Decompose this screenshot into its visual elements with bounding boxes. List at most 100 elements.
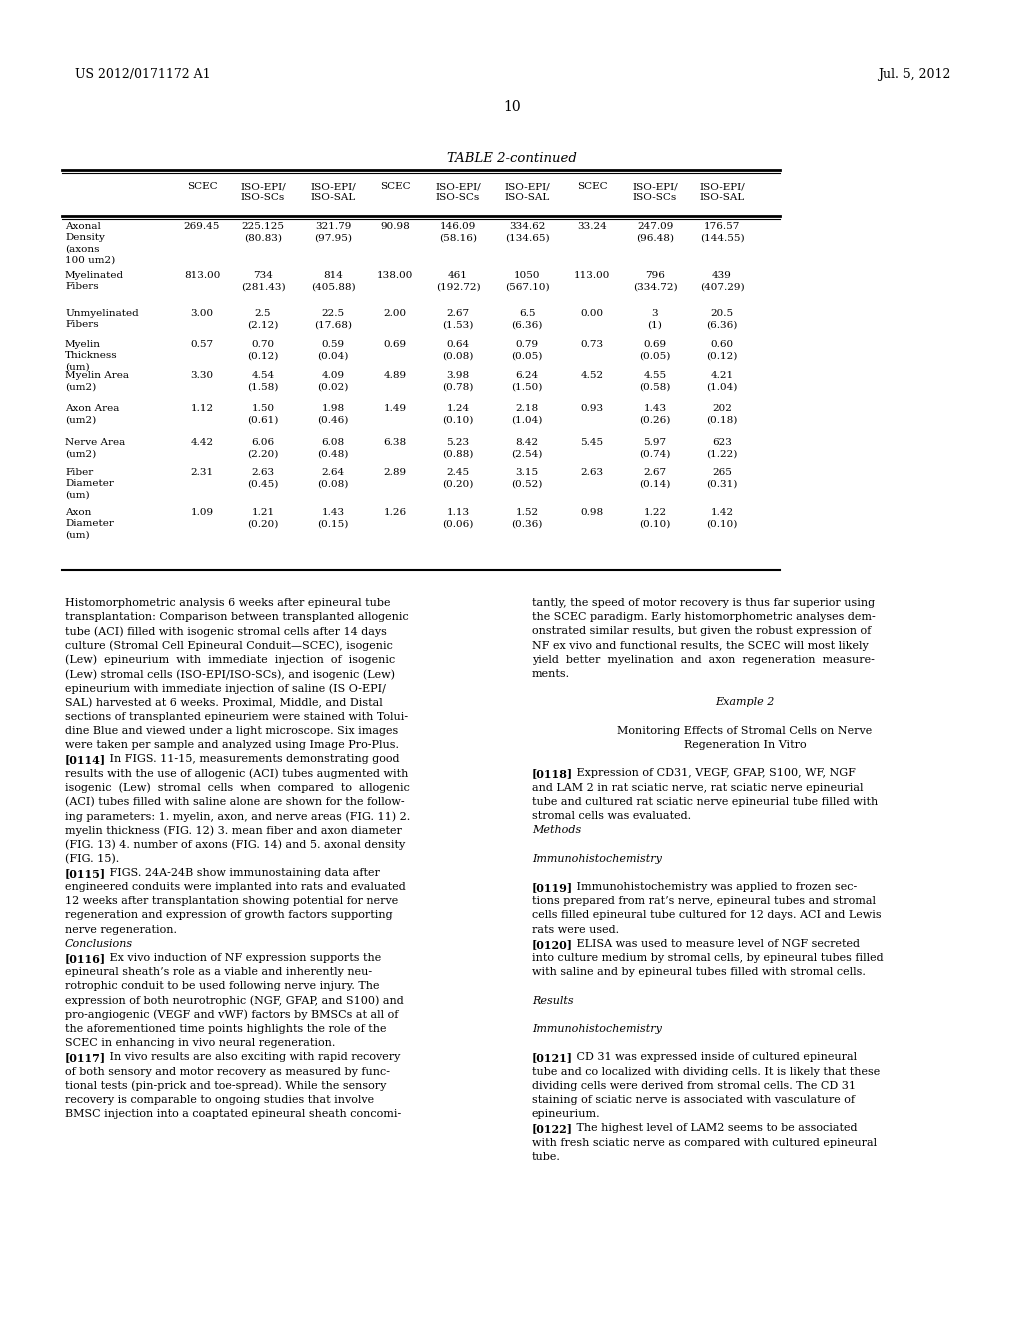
Text: of both sensory and motor recovery as measured by func-: of both sensory and motor recovery as me… [65, 1067, 390, 1077]
Text: BMSC injection into a coaptated epineural sheath concomi-: BMSC injection into a coaptated epineura… [65, 1109, 401, 1119]
Text: 1.98
(0.46): 1.98 (0.46) [317, 404, 349, 424]
Text: In vivo results are also exciting with rapid recovery: In vivo results are also exciting with r… [98, 1052, 400, 1063]
Text: Myelinated
Fibers: Myelinated Fibers [65, 271, 124, 292]
Text: myelin thickness (FIG. 12) 3. mean fiber and axon diameter: myelin thickness (FIG. 12) 3. mean fiber… [65, 825, 401, 836]
Text: 3.15
(0.52): 3.15 (0.52) [511, 469, 543, 488]
Text: 4.42: 4.42 [190, 438, 214, 447]
Text: onstrated similar results, but given the robust expression of: onstrated similar results, but given the… [532, 627, 871, 636]
Text: 2.64
(0.08): 2.64 (0.08) [317, 469, 349, 488]
Text: epineural sheath’s role as a viable and inherently neu-: epineural sheath’s role as a viable and … [65, 968, 372, 977]
Text: cells filled epineural tube cultured for 12 days. ACI and Lewis: cells filled epineural tube cultured for… [532, 911, 882, 920]
Text: were taken per sample and analyzed using Image Pro-Plus.: were taken per sample and analyzed using… [65, 741, 399, 750]
Text: Immunohistochemistry: Immunohistochemistry [532, 1024, 662, 1034]
Text: Monitoring Effects of Stromal Cells on Nerve: Monitoring Effects of Stromal Cells on N… [617, 726, 872, 735]
Text: 1.22
(0.10): 1.22 (0.10) [639, 508, 671, 528]
Text: 4.55
(0.58): 4.55 (0.58) [639, 371, 671, 391]
Text: 796
(334.72): 796 (334.72) [633, 271, 677, 292]
Text: staining of sciatic nerve is associated with vasculature of: staining of sciatic nerve is associated … [532, 1096, 855, 1105]
Text: isogenic  (Lew)  stromal  cells  when  compared  to  allogenic: isogenic (Lew) stromal cells when compar… [65, 783, 410, 793]
Text: 0.93: 0.93 [581, 404, 603, 413]
Text: 1.24
(0.10): 1.24 (0.10) [442, 404, 474, 424]
Text: (Lew)  epineurium  with  immediate  injection  of  isogenic: (Lew) epineurium with immediate injectio… [65, 655, 395, 665]
Text: 0.73: 0.73 [581, 341, 603, 348]
Text: 1.12: 1.12 [190, 404, 214, 413]
Text: Conclusions: Conclusions [65, 939, 133, 949]
Text: Unmyelinated
Fibers: Unmyelinated Fibers [65, 309, 138, 329]
Text: ISO-EPI/
ISO-SAL: ISO-EPI/ ISO-SAL [310, 182, 356, 202]
Text: Expression of CD31, VEGF, GFAP, S100, WF, NGF: Expression of CD31, VEGF, GFAP, S100, WF… [565, 768, 855, 779]
Text: 5.45: 5.45 [581, 438, 603, 447]
Text: 0.00: 0.00 [581, 309, 603, 318]
Text: Axon Area
(um2): Axon Area (um2) [65, 404, 120, 424]
Text: 113.00: 113.00 [573, 271, 610, 280]
Text: tube (ACI) filled with isogenic stromal cells after 14 days: tube (ACI) filled with isogenic stromal … [65, 627, 387, 638]
Text: 5.97
(0.74): 5.97 (0.74) [639, 438, 671, 458]
Text: 3.98
(0.78): 3.98 (0.78) [442, 371, 474, 391]
Text: [0120]: [0120] [532, 939, 573, 950]
Text: ing parameters: 1. myelin, axon, and nerve areas (FIG. 11) 2.: ing parameters: 1. myelin, axon, and ner… [65, 810, 411, 821]
Text: (ACI) tubes filled with saline alone are shown for the follow-: (ACI) tubes filled with saline alone are… [65, 797, 404, 807]
Text: ISO-EPI/
ISO-SAL: ISO-EPI/ ISO-SAL [504, 182, 550, 202]
Text: Regeneration In Vitro: Regeneration In Vitro [684, 741, 806, 750]
Text: [0115]: [0115] [65, 867, 106, 879]
Text: 2.5
(2.12): 2.5 (2.12) [248, 309, 279, 329]
Text: 2.18
(1.04): 2.18 (1.04) [511, 404, 543, 424]
Text: In FIGS. 11-15, measurements demonstrating good: In FIGS. 11-15, measurements demonstrati… [98, 754, 399, 764]
Text: 1.43
(0.26): 1.43 (0.26) [639, 404, 671, 424]
Text: 1050
(567.10): 1050 (567.10) [505, 271, 549, 292]
Text: 0.60
(0.12): 0.60 (0.12) [707, 341, 737, 360]
Text: 2.00: 2.00 [383, 309, 407, 318]
Text: 138.00: 138.00 [377, 271, 414, 280]
Text: 2.89: 2.89 [383, 469, 407, 477]
Text: results with the use of allogenic (ACI) tubes augmented with: results with the use of allogenic (ACI) … [65, 768, 409, 779]
Text: regeneration and expression of growth factors supporting: regeneration and expression of growth fa… [65, 911, 392, 920]
Text: 2.45
(0.20): 2.45 (0.20) [442, 469, 474, 488]
Text: SCEC: SCEC [380, 182, 411, 191]
Text: (FIG. 15).: (FIG. 15). [65, 854, 119, 863]
Text: the SCEC paradigm. Early histomorphometric analyses dem-: the SCEC paradigm. Early histomorphometr… [532, 612, 876, 622]
Text: 0.57: 0.57 [190, 341, 214, 348]
Text: 321.79
(97.95): 321.79 (97.95) [314, 222, 352, 242]
Text: and LAM 2 in rat sciatic nerve, rat sciatic nerve epineurial: and LAM 2 in rat sciatic nerve, rat scia… [532, 783, 863, 792]
Text: 0.69
(0.05): 0.69 (0.05) [639, 341, 671, 360]
Text: Axonal
Density
(axons
100 um2): Axonal Density (axons 100 um2) [65, 222, 116, 264]
Text: 1.52
(0.36): 1.52 (0.36) [511, 508, 543, 528]
Text: 0.69: 0.69 [383, 341, 407, 348]
Text: Axon
Diameter
(um): Axon Diameter (um) [65, 508, 114, 539]
Text: tional tests (pin-prick and toe-spread). While the sensory: tional tests (pin-prick and toe-spread).… [65, 1081, 386, 1092]
Text: 623
(1.22): 623 (1.22) [707, 438, 737, 458]
Text: Myelin Area
(um2): Myelin Area (um2) [65, 371, 129, 391]
Text: with saline and by epineural tubes filled with stromal cells.: with saline and by epineural tubes fille… [532, 968, 866, 977]
Text: FIGS. 24A-24B show immunostaining data after: FIGS. 24A-24B show immunostaining data a… [98, 867, 380, 878]
Text: SCEC: SCEC [577, 182, 607, 191]
Text: SCEC: SCEC [186, 182, 217, 191]
Text: 225.125
(80.83): 225.125 (80.83) [242, 222, 285, 242]
Text: 6.06
(2.20): 6.06 (2.20) [248, 438, 279, 458]
Text: engineered conduits were implanted into rats and evaluated: engineered conduits were implanted into … [65, 882, 406, 892]
Text: 3.30: 3.30 [190, 371, 214, 380]
Text: 1.21
(0.20): 1.21 (0.20) [248, 508, 279, 528]
Text: 4.09
(0.02): 4.09 (0.02) [317, 371, 349, 391]
Text: 2.63: 2.63 [581, 469, 603, 477]
Text: 176.57
(144.55): 176.57 (144.55) [699, 222, 744, 242]
Text: Ex vivo induction of NF expression supports the: Ex vivo induction of NF expression suppo… [98, 953, 381, 964]
Text: sections of transplanted epineuriem were stained with Tolui-: sections of transplanted epineuriem were… [65, 711, 409, 722]
Text: 3.00: 3.00 [190, 309, 214, 318]
Text: 1.43
(0.15): 1.43 (0.15) [317, 508, 349, 528]
Text: Nerve Area
(um2): Nerve Area (um2) [65, 438, 125, 458]
Text: 10: 10 [503, 100, 521, 114]
Text: 439
(407.29): 439 (407.29) [699, 271, 744, 292]
Text: 5.23
(0.88): 5.23 (0.88) [442, 438, 474, 458]
Text: [0121]: [0121] [532, 1052, 573, 1064]
Text: 0.70
(0.12): 0.70 (0.12) [248, 341, 279, 360]
Text: Immunohistochemistry was applied to frozen sec-: Immunohistochemistry was applied to froz… [565, 882, 857, 892]
Text: Myelin
Thickness
(um): Myelin Thickness (um) [65, 341, 118, 371]
Text: 3
(1): 3 (1) [647, 309, 663, 329]
Text: recovery is comparable to ongoing studies that involve: recovery is comparable to ongoing studie… [65, 1096, 374, 1105]
Text: Results: Results [532, 995, 573, 1006]
Text: dividing cells were derived from stromal cells. The CD 31: dividing cells were derived from stromal… [532, 1081, 856, 1090]
Text: (Lew) stromal cells (ISO-EPI/ISO-SCs), and isogenic (Lew): (Lew) stromal cells (ISO-EPI/ISO-SCs), a… [65, 669, 395, 680]
Text: ments.: ments. [532, 669, 570, 678]
Text: into culture medium by stromal cells, by epineural tubes filled: into culture medium by stromal cells, by… [532, 953, 884, 964]
Text: yield  better  myelination  and  axon  regeneration  measure-: yield better myelination and axon regene… [532, 655, 874, 665]
